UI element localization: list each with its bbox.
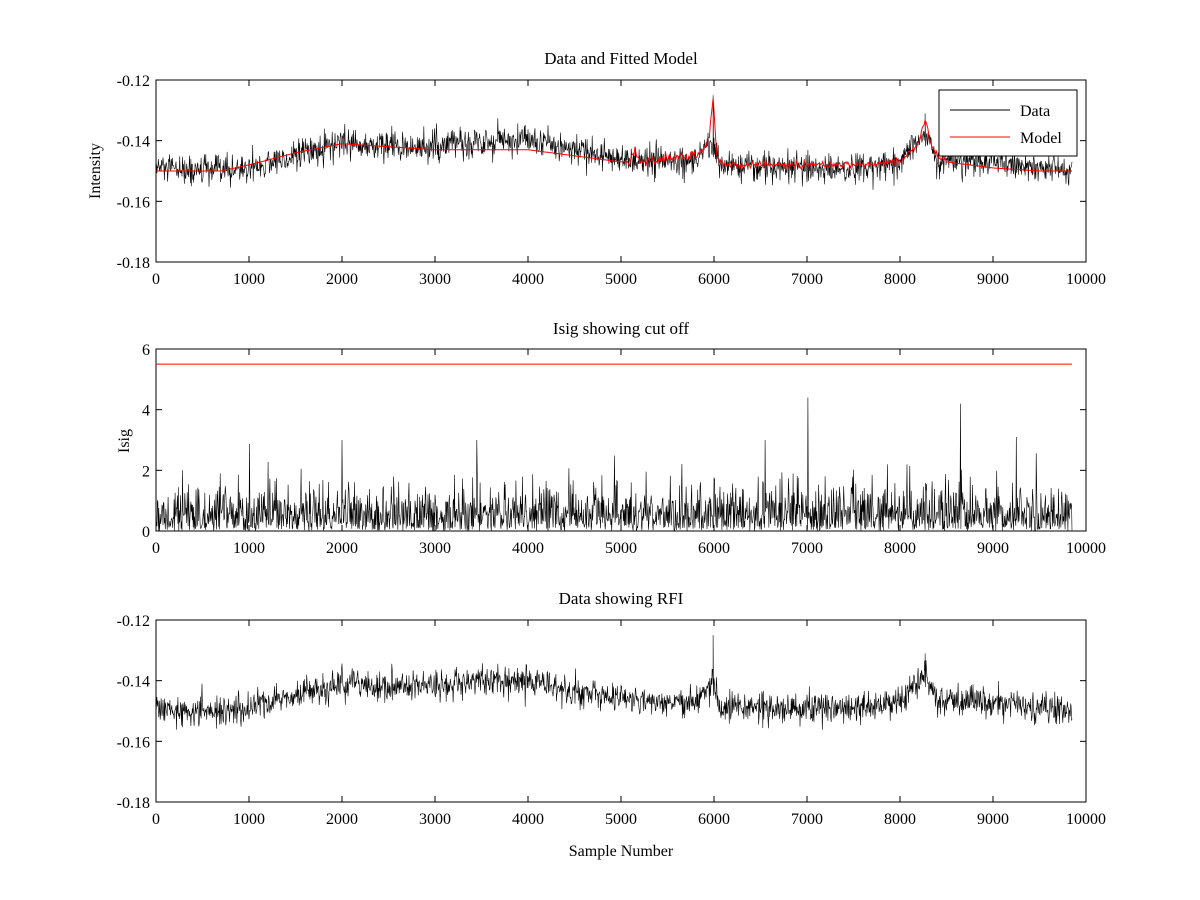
y-tick-label: -0.14 [117, 674, 150, 691]
x-tick-label: 9000 [977, 271, 1009, 288]
x-tick-label: 3000 [419, 271, 451, 288]
x-tick-label: 10000 [1066, 271, 1106, 288]
x-tick-label: 4000 [512, 811, 544, 828]
x-tick-label: 1000 [233, 271, 265, 288]
y-tick-label: 4 [142, 403, 150, 420]
x-tick-label: 5000 [605, 540, 637, 557]
panel-data-and-model: Data and Fitted Model Intensity 0 1000 200… [87, 49, 1106, 288]
x-tick-label: 6000 [698, 811, 730, 828]
y-tick-label: 2 [142, 463, 150, 480]
x-tick-label: 6000 [698, 271, 730, 288]
x-tick-label: 2000 [326, 540, 358, 557]
y-axis-label: Intensity [87, 143, 104, 199]
series-data-line [155, 95, 1073, 190]
chart-title: Data showing RFI [559, 589, 684, 608]
y-tick-label: 0 [142, 524, 150, 541]
panel-rfi: Data showing RFI Sample Number 0 1000 2000… [117, 589, 1106, 860]
y-tick-label: -0.12 [117, 73, 150, 90]
x-tick-label: 1000 [233, 811, 265, 828]
y-tick-label: -0.16 [117, 194, 150, 211]
x-tick-label: 0 [152, 811, 160, 828]
x-tick-label: 4000 [512, 271, 544, 288]
x-tick-label: 9000 [977, 540, 1009, 557]
legend-box [938, 89, 1078, 157]
legend-label-model: Model [1020, 130, 1062, 147]
x-tick-label: 8000 [884, 540, 916, 557]
x-tick-label: 10000 [1066, 811, 1106, 828]
x-tick-label: 8000 [884, 271, 916, 288]
x-tick-label: 7000 [791, 271, 823, 288]
chart-title: Isig showing cut off [553, 319, 689, 338]
series-isig-line [155, 635, 1073, 730]
x-tick-label: 7000 [791, 811, 823, 828]
x-tick-label: 0 [152, 271, 160, 288]
x-tick-label: 0 [152, 540, 160, 557]
x-axis-label: Sample Number [569, 843, 674, 860]
legend: Data Model [938, 89, 1078, 157]
y-tick-label: -0.16 [117, 734, 150, 751]
x-tick-label: 5000 [605, 271, 637, 288]
legend-label-data: Data [1020, 103, 1050, 120]
y-tick-label: 6 [142, 342, 150, 359]
plot-area: 0 1000 2000 3000 4000 5000 6000 7000 8000 9000 100… [142, 342, 1106, 557]
y-tick-label: -0.12 [117, 613, 150, 630]
x-tick-label: 10000 [1066, 540, 1106, 557]
plot-area: 0 1000 2000 3000 4000 5000 6000 7000 8000 9000 100… [117, 613, 1106, 828]
series-isig-line [155, 397, 1073, 532]
x-tick-label: 5000 [605, 811, 637, 828]
panel-isig: Isig showing cut off Isig 0 1000 2000 3000 4… [116, 319, 1106, 557]
series-model-line [156, 98, 1072, 172]
y-tick-label: -0.18 [117, 795, 150, 812]
x-tick-label: 3000 [419, 540, 451, 557]
x-tick-label: 9000 [977, 811, 1009, 828]
y-tick-label: -0.14 [117, 134, 150, 151]
y-tick-label: -0.18 [117, 255, 150, 272]
chart-title: Data and Fitted Model [544, 49, 698, 68]
x-tick-label: 3000 [419, 811, 451, 828]
y-axis-label: Isig [116, 429, 133, 453]
x-tick-label: 8000 [884, 811, 916, 828]
x-tick-label: 4000 [512, 540, 544, 557]
x-tick-label: 2000 [326, 271, 358, 288]
x-tick-label: 7000 [791, 540, 823, 557]
plot-area: 0 1000 2000 3000 4000 5000 6000 7000 8000 9000 100… [117, 73, 1106, 288]
x-tick-label: 2000 [326, 811, 358, 828]
x-tick-label: 1000 [233, 540, 265, 557]
x-tick-label: 6000 [698, 540, 730, 557]
